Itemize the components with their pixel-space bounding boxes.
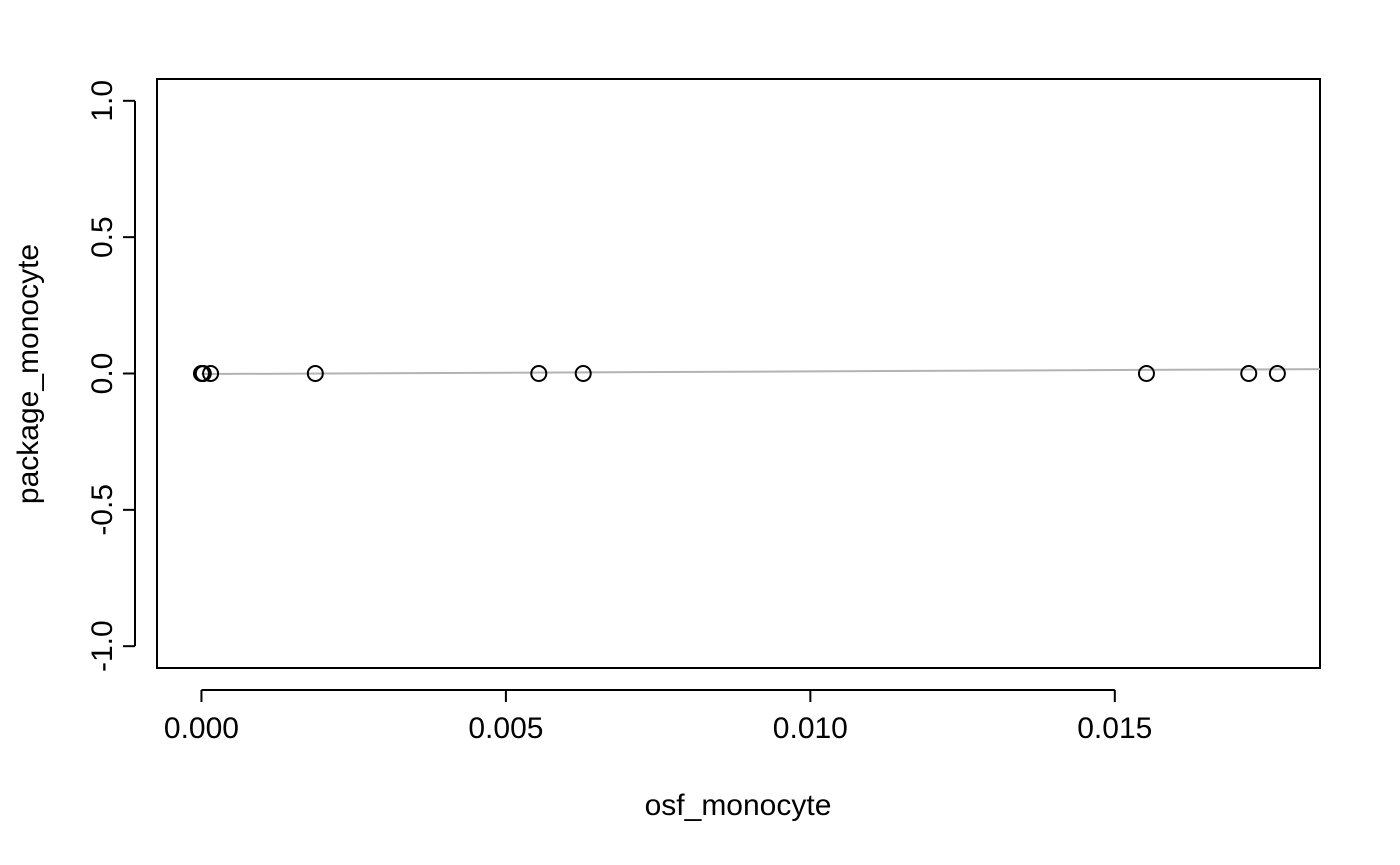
x-axis-title: osf_monocyte xyxy=(645,789,832,822)
trend-line-layer xyxy=(201,368,1321,376)
trend-line xyxy=(201,368,1321,376)
y-tick-label: 0.5 xyxy=(86,216,119,258)
data-point xyxy=(202,365,220,382)
data-point xyxy=(530,365,548,382)
data-point xyxy=(1137,365,1155,382)
data-point xyxy=(574,365,592,382)
x-tick-label: 0.000 xyxy=(164,712,239,745)
y-axis-title: package_monocyte xyxy=(12,244,45,504)
plot-frame xyxy=(156,78,1321,669)
y-tick-label: -0.5 xyxy=(86,484,119,536)
x-tick-label: 0.005 xyxy=(468,712,543,745)
x-axis: 0.000 0.005 0.010 0.015 xyxy=(164,689,1152,745)
data-point xyxy=(194,365,212,382)
x-tick-label: 0.015 xyxy=(1077,712,1152,745)
y-tick-label: 0.0 xyxy=(86,353,119,395)
y-axis: -1.0 -0.5 0.0 0.5 1.0 xyxy=(86,80,136,672)
y-tick-label: 1.0 xyxy=(86,80,119,122)
data-point xyxy=(306,365,324,382)
data-point xyxy=(1268,365,1286,382)
x-tick-label: 0.010 xyxy=(773,712,848,745)
points-layer xyxy=(192,365,1286,382)
y-tick-label: -1.0 xyxy=(86,620,119,672)
data-point xyxy=(1240,365,1258,382)
